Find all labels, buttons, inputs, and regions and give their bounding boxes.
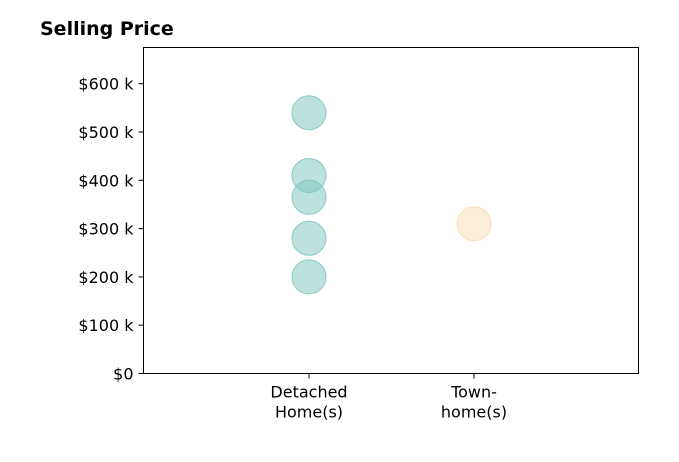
- data-point: [291, 220, 327, 256]
- y-tick-label: $200 k: [78, 268, 134, 287]
- chart-title: Selling Price: [40, 18, 174, 40]
- data-point: [456, 206, 492, 242]
- y-tick-label: $300 k: [78, 220, 134, 239]
- y-tick-label: $500 k: [78, 123, 134, 142]
- x-tick-label: Detached Home(s): [270, 383, 347, 422]
- data-point: [291, 179, 327, 215]
- axes: $0 $100 k $200 k $300 k $400 k $500 k $600 k De…: [78, 75, 507, 422]
- data-point: [291, 95, 327, 131]
- axes-frame: [143, 47, 639, 374]
- y-tick-label: $600 k: [78, 75, 134, 94]
- y-tick-label: $0: [113, 365, 133, 384]
- plot-area: [291, 95, 492, 295]
- y-tick-label: $100 k: [78, 316, 134, 335]
- y-tick-label: $400 k: [78, 171, 134, 190]
- data-point: [291, 259, 327, 295]
- x-tick-label: Town-home(s): [441, 383, 507, 422]
